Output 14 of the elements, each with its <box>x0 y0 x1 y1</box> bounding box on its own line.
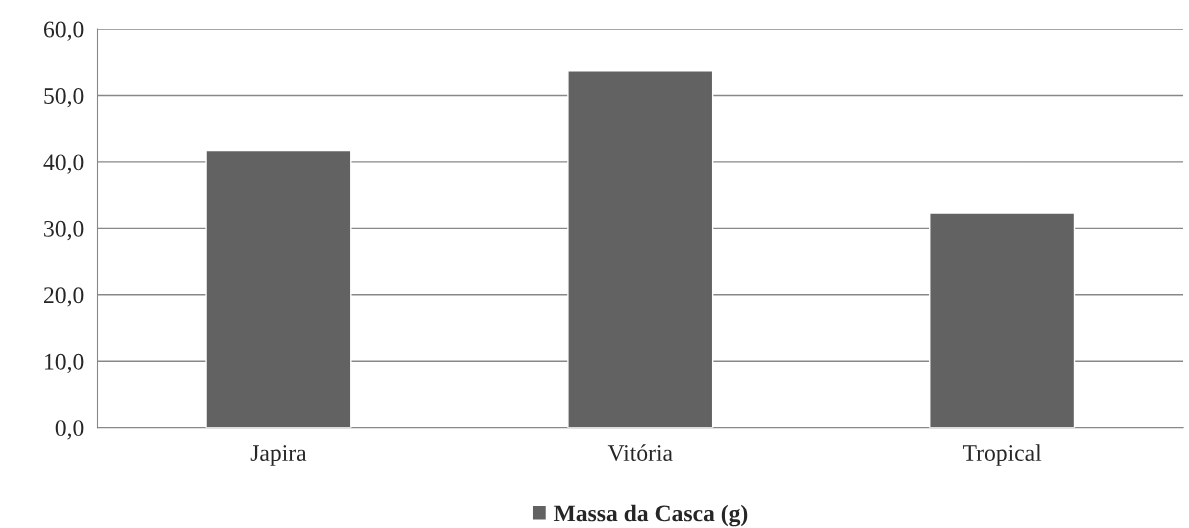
y-tick-label: 60,0 <box>44 21 84 41</box>
legend-label: Massa da Casca (g) <box>553 504 748 527</box>
x-tick-label: Japira <box>250 445 307 466</box>
y-tick-label: 20,0 <box>44 287 84 307</box>
y-tick-label: 40,0 <box>43 154 84 174</box>
x-tick-label: Tropical <box>962 444 1042 466</box>
bar <box>567 70 714 428</box>
y-tick-label: 10,0 <box>45 353 84 374</box>
bar <box>205 149 352 428</box>
y-tick-label: 50,0 <box>44 87 84 108</box>
x-tick-label: Vitória <box>607 444 673 462</box>
y-tick-label: 30,0 <box>44 220 84 241</box>
bar <box>929 212 1076 428</box>
y-tick-label: 0,0 <box>55 420 84 440</box>
